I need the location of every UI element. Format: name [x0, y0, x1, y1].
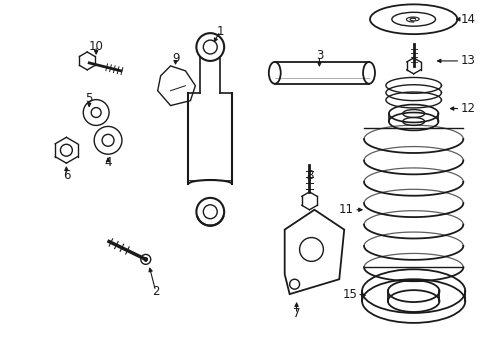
Text: 5: 5 — [85, 92, 93, 105]
Text: 9: 9 — [171, 53, 179, 66]
Text: 11: 11 — [339, 203, 353, 216]
Text: 8: 8 — [305, 168, 312, 181]
Text: 4: 4 — [104, 156, 112, 168]
Text: 14: 14 — [459, 13, 474, 26]
Text: 13: 13 — [459, 54, 474, 67]
Text: 1: 1 — [216, 24, 224, 38]
Circle shape — [143, 257, 147, 261]
Text: 2: 2 — [152, 285, 159, 298]
Text: 15: 15 — [342, 288, 356, 301]
Text: 10: 10 — [88, 40, 103, 53]
Text: 6: 6 — [62, 168, 70, 181]
Text: 12: 12 — [459, 102, 474, 115]
Text: 3: 3 — [315, 49, 323, 63]
Text: 7: 7 — [292, 307, 300, 320]
